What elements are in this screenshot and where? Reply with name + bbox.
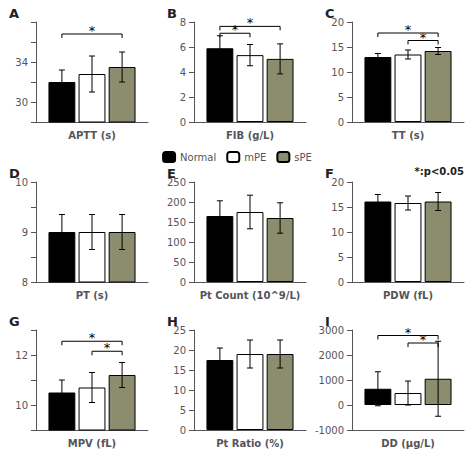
svg-text:Normal: Normal xyxy=(180,152,216,163)
svg-text:PT (s): PT (s) xyxy=(76,290,109,301)
svg-text:4: 4 xyxy=(180,67,186,78)
svg-text:200: 200 xyxy=(167,197,186,208)
svg-text:20: 20 xyxy=(331,16,344,28)
svg-text:0: 0 xyxy=(338,117,344,128)
svg-text:C: C xyxy=(325,6,335,21)
svg-text:10: 10 xyxy=(15,400,28,411)
svg-text:I: I xyxy=(325,314,330,329)
svg-text:*:p<0.05: *:p<0.05 xyxy=(415,166,464,177)
svg-text:F: F xyxy=(325,166,334,181)
svg-text:3000: 3000 xyxy=(319,325,344,336)
svg-text:34: 34 xyxy=(15,57,28,68)
svg-text:mPE: mPE xyxy=(244,152,266,163)
svg-text:APTT (s): APTT (s) xyxy=(68,130,116,141)
svg-text:0: 0 xyxy=(180,425,186,436)
svg-text:0: 0 xyxy=(338,277,344,288)
svg-text:*: * xyxy=(104,340,111,355)
svg-text:5: 5 xyxy=(338,252,344,263)
svg-text:Pt Count (10^9/L): Pt Count (10^9/L) xyxy=(200,290,301,301)
svg-text:8: 8 xyxy=(180,17,186,28)
svg-text:12: 12 xyxy=(15,350,28,361)
svg-text:8: 8 xyxy=(22,277,28,288)
svg-text:Pt Ratio (%): Pt Ratio (%) xyxy=(216,438,284,449)
svg-text:E: E xyxy=(167,166,176,181)
svg-text:DD (μg/L): DD (μg/L) xyxy=(381,438,435,449)
svg-text:10: 10 xyxy=(173,385,186,396)
svg-text:30: 30 xyxy=(15,97,28,108)
svg-text:5: 5 xyxy=(338,92,344,103)
svg-text:0: 0 xyxy=(180,277,186,288)
svg-text:1000: 1000 xyxy=(319,375,344,386)
svg-text:10: 10 xyxy=(331,67,344,78)
svg-text:*: * xyxy=(405,22,412,37)
svg-text:TT (s): TT (s) xyxy=(392,130,424,141)
svg-text:5: 5 xyxy=(180,405,186,416)
svg-text:15: 15 xyxy=(331,42,344,53)
svg-text:20: 20 xyxy=(331,176,344,188)
svg-text:*: * xyxy=(420,30,427,45)
svg-text:10: 10 xyxy=(331,227,344,238)
svg-text:G: G xyxy=(9,314,20,329)
svg-text:15: 15 xyxy=(331,202,344,213)
svg-text:20: 20 xyxy=(173,345,186,356)
svg-text:sPE: sPE xyxy=(294,152,312,163)
svg-text:250: 250 xyxy=(166,176,186,188)
svg-text:-1000: -1000 xyxy=(315,425,344,436)
svg-text:*: * xyxy=(247,15,254,30)
svg-text:6: 6 xyxy=(180,42,186,53)
svg-text:*: * xyxy=(420,332,427,347)
svg-text:2000: 2000 xyxy=(319,350,344,361)
svg-text:B: B xyxy=(167,6,177,21)
svg-text:H: H xyxy=(167,314,178,329)
svg-text:PDW (fL): PDW (fL) xyxy=(383,290,433,301)
svg-text:A: A xyxy=(9,6,19,21)
svg-text:25: 25 xyxy=(173,324,186,336)
svg-text:*: * xyxy=(89,330,96,345)
svg-text:MPV (fL): MPV (fL) xyxy=(68,438,116,449)
svg-text:FIB (g/L): FIB (g/L) xyxy=(226,130,274,141)
svg-text:50: 50 xyxy=(173,257,186,268)
svg-text:9: 9 xyxy=(22,227,28,238)
svg-text:0: 0 xyxy=(180,117,186,128)
svg-text:*: * xyxy=(232,22,239,37)
svg-text:10: 10 xyxy=(15,176,28,188)
svg-text:15: 15 xyxy=(173,365,186,376)
svg-text:2: 2 xyxy=(180,92,186,103)
svg-text:150: 150 xyxy=(167,217,186,228)
svg-text:*: * xyxy=(405,325,412,340)
svg-text:*: * xyxy=(89,23,96,38)
svg-text:D: D xyxy=(9,166,20,181)
svg-text:100: 100 xyxy=(167,237,186,248)
svg-text:0: 0 xyxy=(338,400,344,411)
